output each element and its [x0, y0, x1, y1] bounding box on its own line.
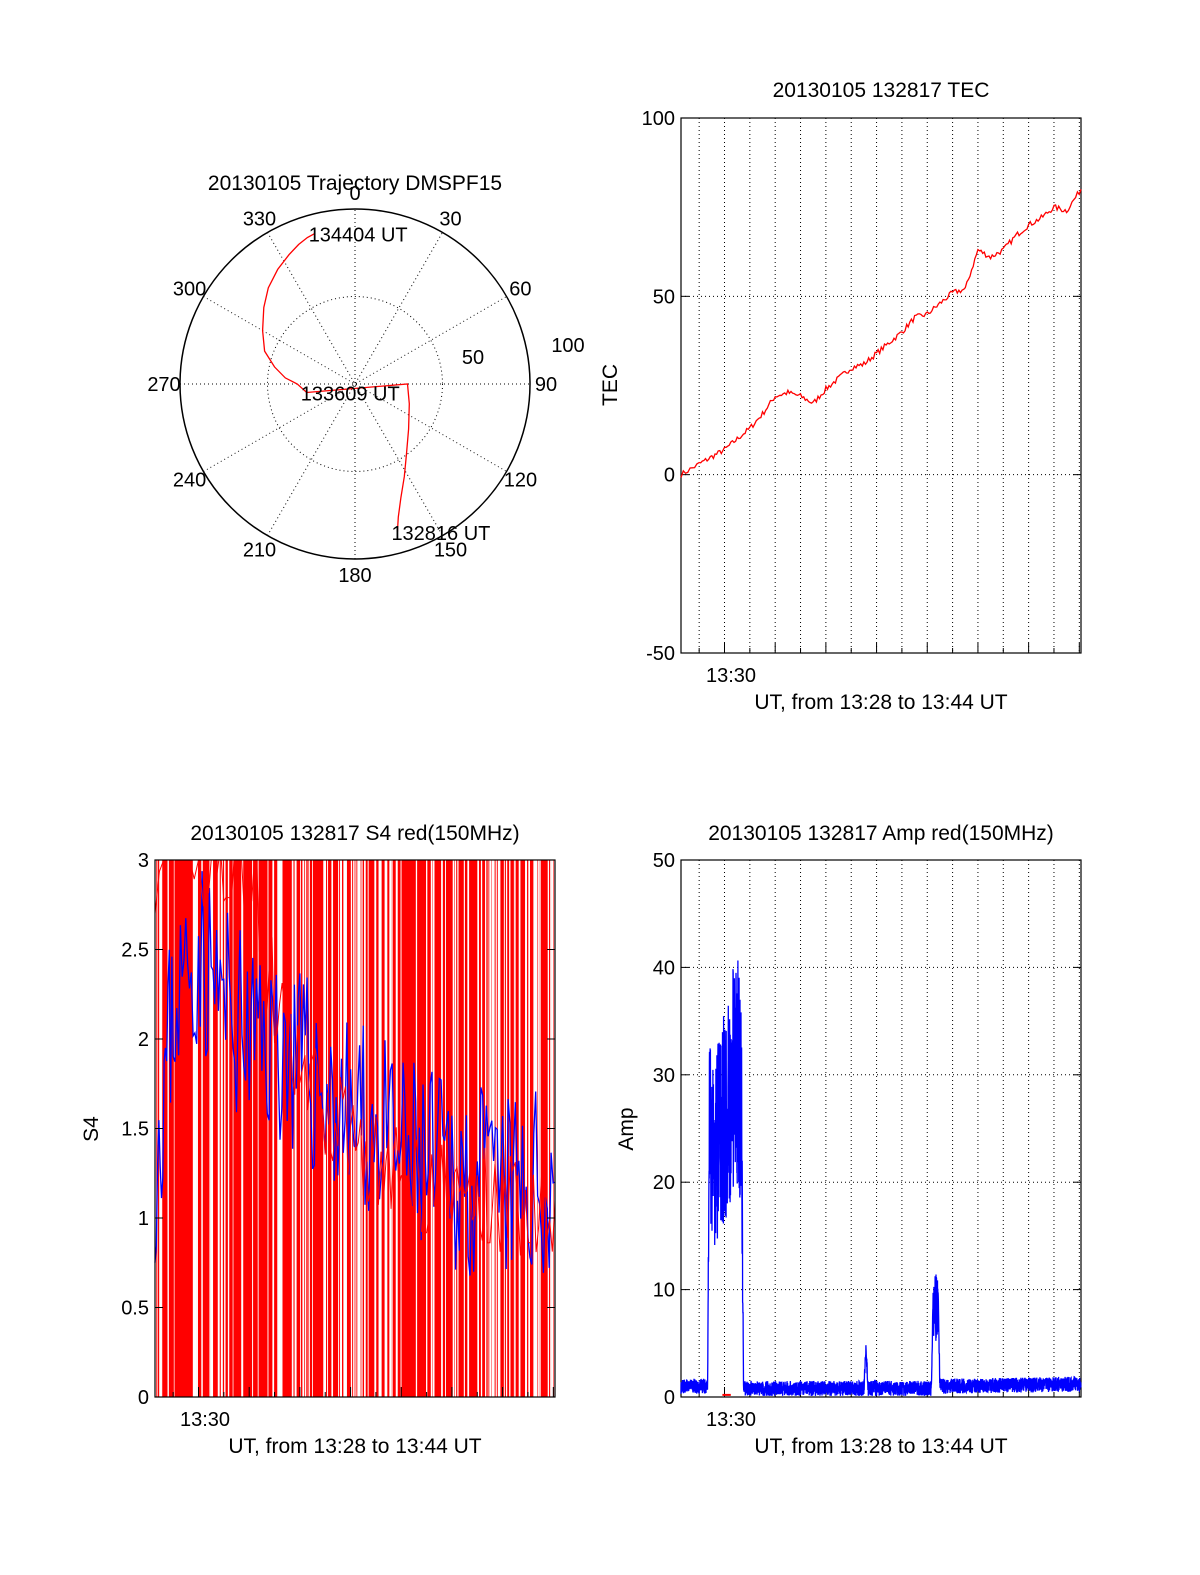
y-tick-label: 2: [138, 1029, 149, 1051]
y-tick-label: 50: [653, 850, 675, 872]
amp-blue-series-line: [680, 960, 1082, 1397]
polar-title: 20130105 Trajectory DMSPF15: [208, 172, 502, 195]
polar-radial-label-100: 100: [551, 335, 584, 357]
amp-y-axis-label: Amp: [615, 1107, 638, 1150]
amp-panel: 20130105 132817 Amp red(150MHz) 0 10 20 30 4…: [615, 822, 1082, 1458]
polar-azimuth-label: 330: [243, 209, 276, 231]
tec-x-axis-label: UT, from 13:28 to 13:44 UT: [754, 691, 1007, 714]
s4-blue-series-line: [154, 871, 556, 1276]
y-tick-label: 2.5: [121, 940, 149, 962]
tec-grid: [681, 118, 1081, 653]
y-tick-label: 100: [642, 108, 675, 130]
y-tick-label: 0: [138, 1387, 149, 1409]
polar-azimuth-labels: 0 30 60 90 120 150 180 210 240 270 300 330: [147, 183, 557, 587]
y-tick-label: 1: [138, 1208, 149, 1230]
y-tick-label: 0: [664, 1387, 675, 1409]
y-tick-label: 30: [653, 1065, 675, 1087]
polar-azimuth-label: 300: [173, 279, 206, 301]
amp-y-ticks: 0 10 20 30 40 50: [653, 850, 1081, 1409]
polar-azimuth-label: 60: [509, 279, 531, 301]
amp-x-axis-label: UT, from 13:28 to 13:44 UT: [754, 1435, 1007, 1458]
tec-title: 20130105 132817 TEC: [773, 79, 990, 102]
polar-azimuth-label: 210: [243, 539, 276, 561]
y-tick-label: 10: [653, 1280, 675, 1302]
polar-time-annotation: 133609 UT: [301, 384, 400, 406]
polar-time-annotation: 132816 UT: [391, 523, 490, 545]
s4-panel: 20130105 132817 S4 red(150MHz) 0 0.5 1 1.5 2…: [80, 822, 556, 1458]
tec-y-axis-label: TEC: [599, 364, 622, 406]
polar-time-annotation: 134404 UT: [309, 225, 408, 247]
y-tick-label: 1.5: [121, 1119, 149, 1141]
polar-azimuth-label: 150: [434, 539, 467, 561]
polar-radial-label-50: 50: [462, 347, 484, 369]
s4-y-ticks: 0 0.5 1 1.5 2 2.5 3: [121, 850, 555, 1409]
s4-title: 20130105 132817 S4 red(150MHz): [190, 822, 519, 845]
y-tick-label: 0: [664, 465, 675, 487]
y-tick-label: 0.5: [121, 1298, 149, 1320]
polar-azimuth-label: 30: [439, 209, 461, 231]
y-tick-label: 3: [138, 850, 149, 872]
polar-azimuth-label: 120: [504, 470, 537, 492]
polar-trajectory-line: [261, 233, 410, 533]
y-tick-label: 50: [653, 286, 675, 308]
tec-x-tick-label: 13:30: [706, 665, 756, 687]
polar-azimuth-label: 270: [147, 374, 180, 396]
y-tick-label: -50: [646, 643, 675, 665]
s4-y-axis-label: S4: [80, 1116, 103, 1142]
tec-panel: 20130105 132817 TEC -50 0 50 100 13:30 UT, …: [599, 79, 1082, 714]
amp-frame: [680, 859, 1082, 1398]
s4-x-tick-label: 13:30: [180, 1409, 230, 1431]
amp-x-tick-label: 13:30: [706, 1409, 756, 1431]
polar-azimuth-label: 180: [338, 565, 371, 587]
tec-frame: [680, 117, 1082, 654]
s4-x-axis-label: UT, from 13:28 to 13:44 UT: [228, 1435, 481, 1458]
polar-azimuth-label: 90: [535, 374, 557, 396]
polar-inner-ring: [267, 296, 443, 472]
polar-azimuth-label: 240: [173, 470, 206, 492]
polar-annotations: 134404 UT 133609 UT 132816 UT: [301, 225, 491, 545]
y-tick-label: 20: [653, 1172, 675, 1194]
y-tick-label: 40: [653, 957, 675, 979]
polar-azimuth-label: 0: [349, 183, 360, 205]
s4-red-fill: [154, 860, 556, 1397]
tec-y-ticks: -50 0 50 100: [642, 108, 1081, 665]
amp-title: 20130105 132817 Amp red(150MHz): [708, 822, 1054, 845]
tec-series-line: [680, 189, 1082, 478]
polar-panel: 20130105 Trajectory DMSPF15 0 30 60 90 120 15…: [147, 172, 584, 587]
